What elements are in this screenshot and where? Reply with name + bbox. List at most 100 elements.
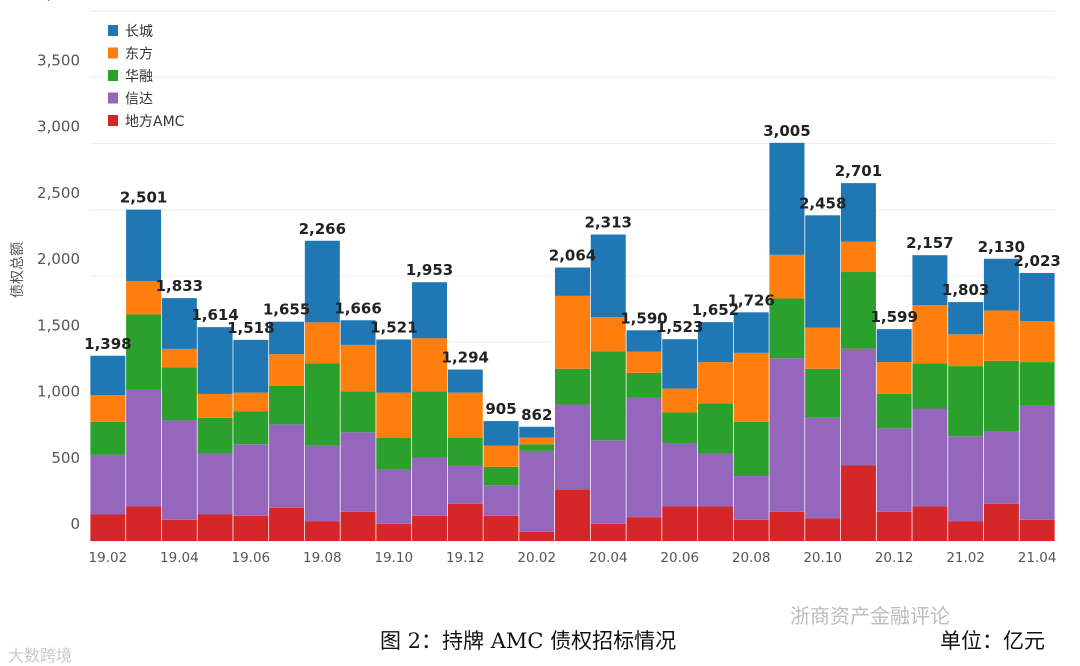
bar-segment [555,267,590,296]
bar-segment [769,358,805,512]
bar-total-label: 1,726 [727,291,774,309]
bar-segment [90,395,126,422]
bar-segment [161,367,197,421]
bar-segment [447,465,483,504]
bar-segment [447,437,483,466]
bar-segment [197,393,233,418]
bar-segment [876,428,912,512]
bar-segment [840,241,876,273]
bar-segment [948,521,984,541]
bar-segment [519,444,555,451]
y-tick-label: 3,500 [37,51,80,69]
bar-segment [340,432,376,512]
bar-segment [90,355,126,396]
x-tick-label: 20.12 [875,550,914,566]
bar-segment [233,444,269,516]
bar-segment [340,344,376,392]
bar-segment [447,369,483,393]
bar-segment [805,327,841,369]
bar-segment [233,411,269,445]
bar-segment [519,437,555,445]
bar-segment [983,360,1019,432]
bar-total-label: 1,803 [942,281,989,299]
bar-segment [304,322,340,364]
legend-swatch [108,47,118,59]
bar-segment [948,302,984,335]
bar-total-label: 2,023 [1013,252,1060,270]
bar-segment [983,310,1019,361]
bar-segment [733,421,769,477]
x-axis-ticks: 19.02 19.04 19.06 19.08 19.10 19.12 20.02 20.04… [89,550,1057,566]
bar-segment [697,506,733,541]
bar-segment [483,445,519,467]
bar-segment [876,393,912,429]
bar-segment [126,209,162,282]
bar-segment [876,329,912,363]
bar-total-label: 2,266 [299,220,346,238]
bar-segment [590,351,626,441]
bar-total-label: 1,523 [656,318,703,336]
bar-segment [769,511,805,541]
bar-total-label: 2,064 [549,247,596,265]
bar-segment [626,517,662,541]
chart-title: 图 2：持牌 AMC 债权招标情况 [380,629,677,653]
bar-segment [1019,272,1055,322]
bar-segment [376,523,412,541]
legend-swatch [108,115,118,126]
bar-segment [662,412,698,443]
watermark-right: 浙商资产金融评论 [790,604,950,628]
bar-segment [197,453,233,515]
bar-total-label: 1,953 [406,261,453,279]
bar-segment [90,454,126,515]
bar-total-label: 2,501 [120,189,167,207]
bar-segment [126,281,162,315]
x-tick-label: 19.10 [374,550,413,566]
bar-total-label: 1,398 [84,335,131,353]
bar-segment [840,465,876,541]
bar-segment [1019,362,1055,406]
bar-total-label: 1,599 [870,308,917,326]
bar-segment [769,254,805,299]
bar-total-label: 1,590 [620,309,667,327]
bar-total-label: 1,652 [692,301,739,319]
bar-segment [197,327,233,394]
bar-total-label: 1,655 [263,301,310,319]
bar-segment [376,469,412,524]
bar-segment [447,392,483,438]
bar-segment [412,391,448,458]
bar-segment [876,362,912,394]
bar-segment [733,312,769,353]
bar-segment [269,321,305,355]
bar-segment [697,322,733,363]
x-tick-label: 21.02 [946,550,985,566]
bar-segment [126,314,162,390]
bar-segment [90,514,126,541]
y-tick-label: 1,500 [37,316,80,334]
bar-segment [269,385,305,425]
bar-segment [983,503,1019,541]
bar-segment [662,506,698,541]
y-tick-label: 1,000 [37,383,80,401]
x-tick-label: 19.04 [160,550,199,566]
bar-segment [805,368,841,418]
bar-segment [340,511,376,541]
bar-segment [876,511,912,541]
bar-total-label: 862 [521,406,552,424]
y-tick-label: 500 [51,449,80,467]
bar-segment [590,523,626,541]
legend-swatch [108,25,118,36]
bar-segment [269,424,305,508]
bar-segment [376,437,412,470]
y-tick-label: 4,000 [37,0,80,3]
bar-segment [555,368,590,405]
bar-segment [555,295,590,369]
legend-swatch [108,92,118,104]
bar-segment [1019,519,1055,541]
bar-segment [519,426,555,438]
legend-swatch [108,70,118,81]
bar-segment [412,282,448,339]
bar-total-label: 905 [485,400,516,418]
bar-segment [412,338,448,392]
bar-segment [697,453,733,507]
